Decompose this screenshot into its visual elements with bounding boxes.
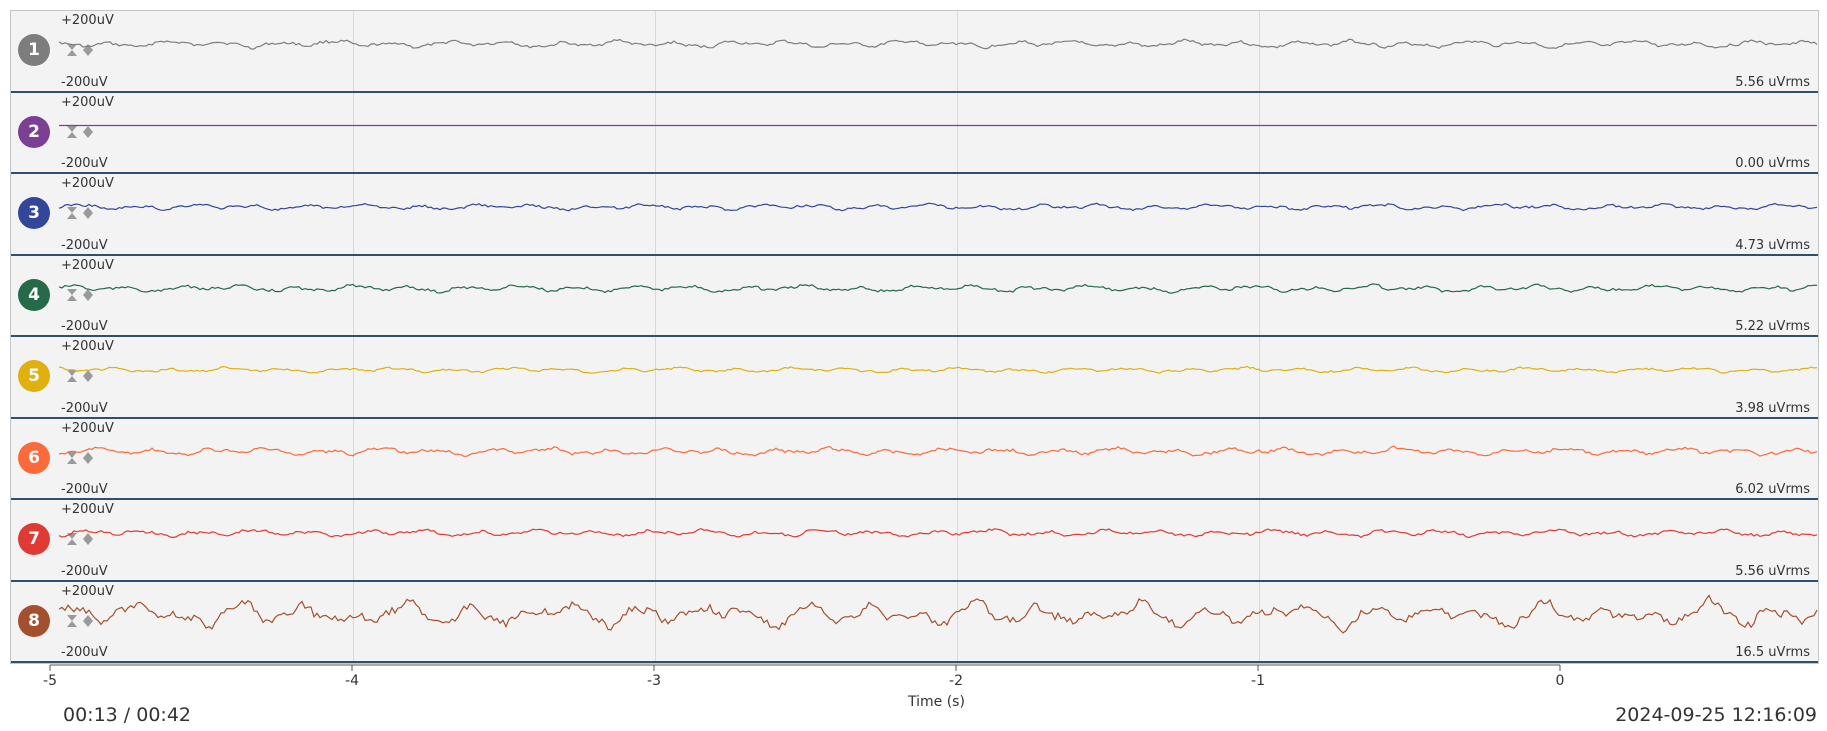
- time-gridline: [353, 11, 354, 663]
- time-axis-label: Time (s): [908, 694, 965, 710]
- channel-toggle-button[interactable]: 7: [18, 523, 50, 555]
- channel-row-4: 4 +200uV -200uV 5.22 uVrms: [11, 256, 1818, 337]
- channel-rms-value: 0.00 uVrms: [1735, 156, 1810, 171]
- channel-trace-6: [59, 445, 1818, 457]
- scale-min-label: -200uV: [61, 319, 108, 334]
- vertical-shift-icon[interactable]: [81, 369, 95, 383]
- vertical-scale-icon[interactable]: [65, 614, 79, 628]
- vertical-scale-icon[interactable]: [65, 532, 79, 546]
- channel-toggle-button[interactable]: 6: [18, 441, 50, 474]
- time-axis-tick-label: -2: [949, 673, 963, 689]
- scale-min-label: -200uV: [61, 482, 108, 497]
- channel-trace-5: [59, 365, 1818, 374]
- time-axis-tick-label: -4: [345, 673, 359, 689]
- playback-time: 00:13 / 00:42: [63, 704, 191, 726]
- channel-toggle-button[interactable]: 4: [18, 278, 50, 311]
- channel-row-5: 5 +200uV -200uV 3.98 uVrms: [11, 337, 1818, 419]
- channel-rms-value: 5.56 uVrms: [1735, 74, 1810, 90]
- time-gridline: [1259, 11, 1260, 663]
- scale-max-label: +200uV: [61, 257, 114, 273]
- scale-min-label: -200uV: [61, 400, 108, 416]
- channel-trace-1: [59, 38, 1818, 50]
- scale-min-label: -200uV: [61, 563, 108, 579]
- scale-min-label: -200uV: [61, 237, 108, 253]
- vertical-shift-icon[interactable]: [81, 206, 95, 220]
- channel-row-6: 6 +200uV -200uV 6.02 uVrms: [11, 419, 1818, 500]
- scale-min-label: -200uV: [61, 74, 108, 90]
- channel-toggle-button[interactable]: 8: [18, 604, 50, 637]
- vertical-shift-icon[interactable]: [81, 614, 95, 628]
- eeg-time-series-panel: 1 +200uV -200uV 5.56 uVrms 2 +200uV -200uV 0.00…: [10, 10, 1819, 664]
- channel-trace-7: [59, 527, 1818, 539]
- time-axis-tick-label: -5: [43, 673, 57, 689]
- channel-row-3: 3 +200uV -200uV 4.73 uVrms: [11, 174, 1818, 256]
- channel-rms-value: 16.5 uVrms: [1735, 645, 1810, 660]
- vertical-shift-icon[interactable]: [81, 125, 95, 139]
- scale-max-label: +200uV: [61, 176, 114, 191]
- channel-toggle-button[interactable]: 1: [18, 34, 50, 66]
- scale-max-label: +200uV: [61, 502, 114, 517]
- time-gridline: [957, 11, 958, 663]
- vertical-shift-icon[interactable]: [81, 532, 95, 546]
- vertical-scale-icon[interactable]: [65, 43, 79, 57]
- channel-rms-value: 5.56 uVrms: [1735, 563, 1810, 579]
- channel-row-8: 8 +200uV -200uV 16.5 uVrms: [11, 582, 1818, 663]
- time-axis-tick-label: -1: [1251, 673, 1265, 689]
- channel-row-1: 1 +200uV -200uV 5.56 uVrms: [11, 11, 1818, 93]
- channel-rms-value: 3.98 uVrms: [1735, 400, 1810, 416]
- channel-toggle-button[interactable]: 5: [18, 360, 50, 392]
- channel-trace-8: [59, 594, 1818, 634]
- time-axis-tick-label: -3: [647, 673, 661, 689]
- vertical-shift-icon[interactable]: [81, 288, 95, 302]
- scale-max-label: +200uV: [61, 420, 114, 436]
- channel-row-2: 2 +200uV -200uV 0.00 uVrms: [11, 93, 1818, 174]
- time-gridline: [655, 11, 656, 663]
- scale-max-label: +200uV: [61, 13, 114, 28]
- vertical-scale-icon[interactable]: [65, 206, 79, 220]
- scale-max-label: +200uV: [61, 94, 114, 110]
- time-axis-tick-label: 0: [1555, 673, 1565, 689]
- scale-min-label: -200uV: [61, 156, 108, 171]
- channel-toggle-button[interactable]: 3: [18, 197, 50, 229]
- scale-max-label: +200uV: [61, 339, 114, 354]
- channel-trace-3: [59, 202, 1818, 212]
- vertical-scale-icon[interactable]: [65, 369, 79, 383]
- channel-rms-value: 5.22 uVrms: [1735, 319, 1810, 334]
- vertical-scale-icon[interactable]: [65, 125, 79, 139]
- vertical-scale-icon[interactable]: [65, 451, 79, 465]
- channel-rms-value: 4.73 uVrms: [1735, 237, 1810, 253]
- channel-trace-4: [59, 283, 1818, 294]
- vertical-shift-icon[interactable]: [81, 451, 95, 465]
- channel-toggle-button[interactable]: 2: [18, 115, 50, 148]
- channel-rms-value: 6.02 uVrms: [1735, 482, 1810, 497]
- signal-traces: [59, 38, 1818, 634]
- channel-row-7: 7 +200uV -200uV 5.56 uVrms: [11, 500, 1818, 582]
- recording-timestamp: 2024-09-25 12:16:09: [1615, 704, 1817, 726]
- vertical-scale-icon[interactable]: [65, 288, 79, 302]
- scale-max-label: +200uV: [61, 583, 114, 599]
- scale-min-label: -200uV: [61, 645, 108, 660]
